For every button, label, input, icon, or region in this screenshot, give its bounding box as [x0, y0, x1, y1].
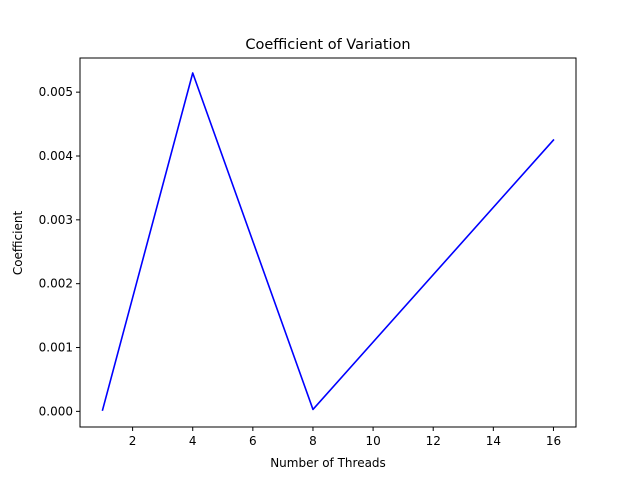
x-axis-ticks: 2 4 6 8 10 12 14 16 [129, 427, 561, 448]
y-tick-label: 0.004 [39, 149, 73, 163]
y-tick-label: 0.000 [39, 404, 73, 418]
x-tick-label: 4 [189, 434, 197, 448]
y-tick-label: 0.005 [39, 85, 73, 99]
y-tick-label: 0.002 [39, 277, 73, 291]
series-layer [101, 72, 555, 412]
x-tick-label: 14 [486, 434, 501, 448]
y-axis-ticks: 0.000 0.001 0.002 0.003 0.004 0.005 [39, 85, 80, 418]
y-axis-title: Coefficient [11, 211, 25, 276]
chart-title: Coefficient of Variation [245, 37, 410, 53]
y-tick-label: 0.003 [39, 213, 73, 227]
x-tick-label: 2 [129, 434, 137, 448]
x-tick-label: 6 [249, 434, 257, 448]
x-tick-label: 10 [365, 434, 380, 448]
y-tick-label: 0.001 [39, 341, 73, 355]
plot-area [80, 58, 576, 427]
x-tick-label: 16 [546, 434, 561, 448]
series-line [101, 72, 555, 412]
x-axis-title: Number of Threads [270, 456, 386, 470]
x-tick-label: 8 [309, 434, 317, 448]
x-tick-label: 12 [426, 434, 441, 448]
plot-frame [79, 57, 577, 428]
